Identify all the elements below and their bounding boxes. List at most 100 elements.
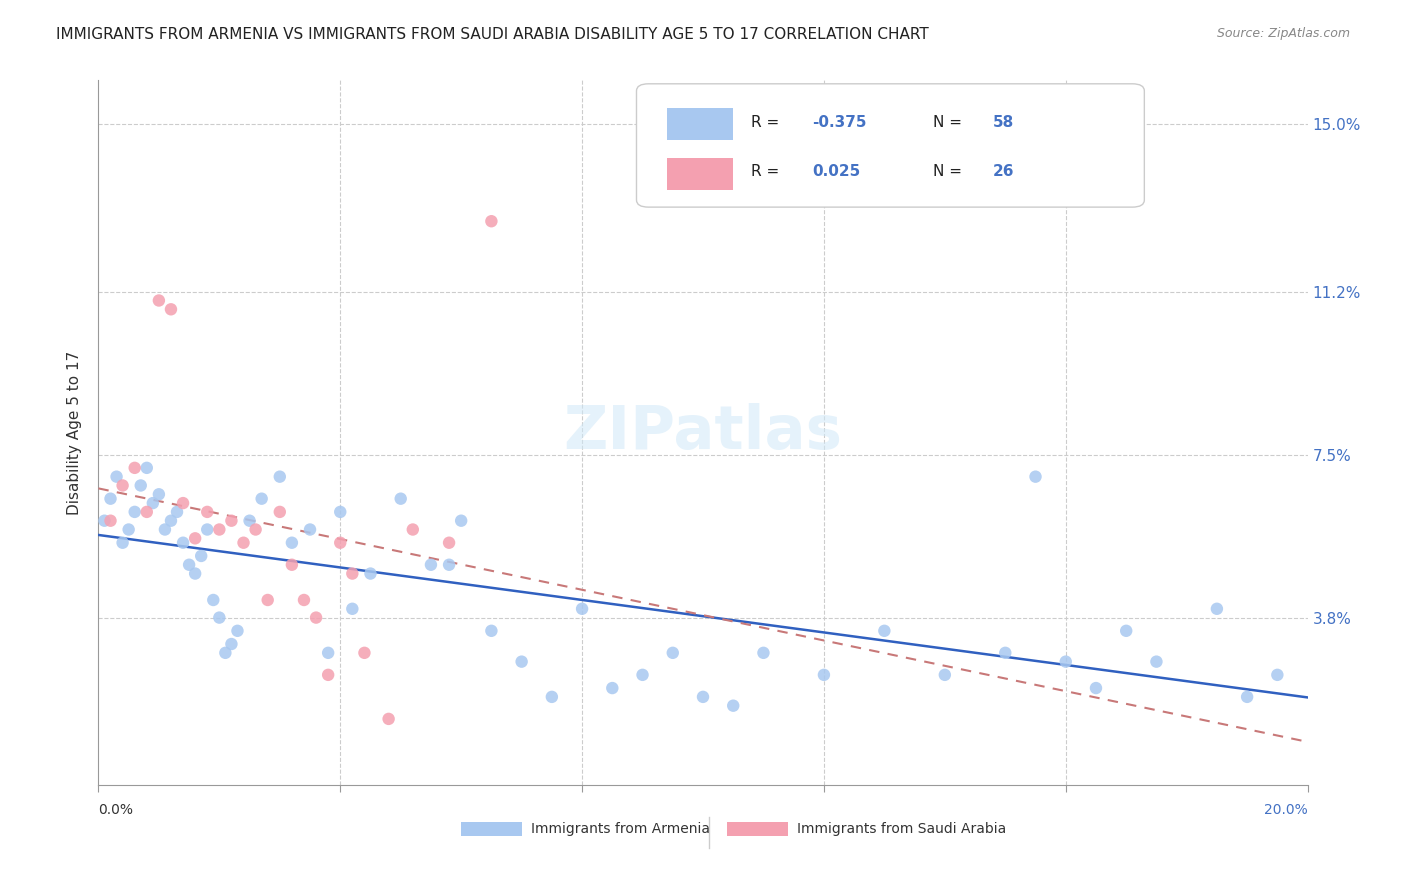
Point: [342, 601, 364, 615]
Text: Immigrants from Saudi Arabia: Immigrants from Saudi Arabia: [797, 822, 1007, 836]
Point: [1085, 681, 1108, 695]
Text: 0.0%: 0.0%: [98, 803, 134, 816]
Point: [1024, 469, 1046, 483]
Point: [202, 593, 225, 607]
Point: [195, 523, 218, 537]
Point: [571, 601, 593, 615]
Point: [124, 461, 146, 475]
Point: [111, 535, 134, 549]
Point: [93, 514, 115, 528]
Point: [256, 593, 278, 607]
FancyBboxPatch shape: [637, 84, 1144, 207]
Y-axis label: Disability Age 5 to 17: Disability Age 5 to 17: [67, 351, 83, 515]
Point: [250, 491, 273, 506]
Point: [602, 681, 624, 695]
Text: N =: N =: [932, 164, 966, 179]
Point: [1236, 690, 1258, 704]
Point: [148, 293, 170, 308]
Point: [129, 478, 152, 492]
Point: [450, 514, 472, 528]
Text: Immigrants from Armenia: Immigrants from Armenia: [531, 822, 710, 836]
Text: 20.0%: 20.0%: [1264, 803, 1308, 816]
Point: [316, 668, 339, 682]
Text: R =: R =: [751, 115, 785, 130]
Point: [1206, 601, 1229, 615]
Point: [873, 624, 896, 638]
Point: [190, 549, 212, 563]
Point: [118, 523, 141, 537]
Text: 58: 58: [993, 115, 1015, 130]
Point: [481, 624, 503, 638]
Point: [208, 523, 231, 537]
Point: [166, 505, 188, 519]
Point: [437, 535, 460, 549]
Point: [239, 514, 262, 528]
Text: 26: 26: [993, 164, 1015, 179]
Point: [135, 505, 157, 519]
Point: [281, 558, 304, 572]
Point: [269, 505, 291, 519]
Point: [329, 505, 352, 519]
Point: [299, 523, 322, 537]
Point: [172, 535, 194, 549]
Text: N =: N =: [932, 115, 966, 130]
Point: [221, 514, 243, 528]
Point: [752, 646, 775, 660]
Point: [329, 535, 352, 549]
Point: [510, 655, 533, 669]
Point: [420, 558, 443, 572]
Text: -0.375: -0.375: [811, 115, 866, 130]
Point: [214, 646, 236, 660]
Point: [437, 558, 460, 572]
Point: [184, 532, 207, 546]
Point: [179, 558, 201, 572]
Text: R =: R =: [751, 164, 785, 179]
Point: [481, 214, 503, 228]
Point: [342, 566, 364, 581]
Point: [232, 535, 254, 549]
Point: [1267, 668, 1289, 682]
Point: [153, 523, 176, 537]
Text: 0.025: 0.025: [811, 164, 860, 179]
Text: IMMIGRANTS FROM ARMENIA VS IMMIGRANTS FROM SAUDI ARABIA DISABILITY AGE 5 TO 17 C: IMMIGRANTS FROM ARMENIA VS IMMIGRANTS FR…: [56, 27, 929, 42]
Point: [184, 566, 207, 581]
Point: [402, 523, 425, 537]
Point: [160, 302, 183, 317]
Bar: [461, 822, 522, 836]
Point: [105, 469, 128, 483]
Point: [723, 698, 745, 713]
Point: [377, 712, 399, 726]
Point: [631, 668, 654, 682]
Text: ZIPatlas: ZIPatlas: [564, 403, 842, 462]
Point: [281, 535, 304, 549]
Point: [124, 505, 146, 519]
Point: [389, 491, 412, 506]
Point: [226, 624, 249, 638]
Point: [994, 646, 1017, 660]
Point: [111, 478, 134, 492]
Point: [1054, 655, 1077, 669]
Point: [692, 690, 714, 704]
Point: [245, 523, 267, 537]
Point: [813, 668, 835, 682]
Point: [100, 491, 122, 506]
Point: [100, 514, 122, 528]
Point: [135, 461, 157, 475]
Point: [160, 514, 183, 528]
Point: [292, 593, 315, 607]
Point: [661, 646, 683, 660]
Bar: [666, 109, 734, 140]
Point: [1115, 624, 1137, 638]
Bar: [727, 822, 787, 836]
Point: [305, 610, 328, 624]
Text: Source: ZipAtlas.com: Source: ZipAtlas.com: [1216, 27, 1350, 40]
Point: [148, 487, 170, 501]
Point: [142, 496, 165, 510]
Point: [195, 505, 218, 519]
Point: [221, 637, 243, 651]
Point: [934, 668, 956, 682]
Point: [1144, 655, 1167, 669]
Point: [540, 690, 562, 704]
Bar: [666, 158, 734, 189]
Point: [353, 646, 375, 660]
